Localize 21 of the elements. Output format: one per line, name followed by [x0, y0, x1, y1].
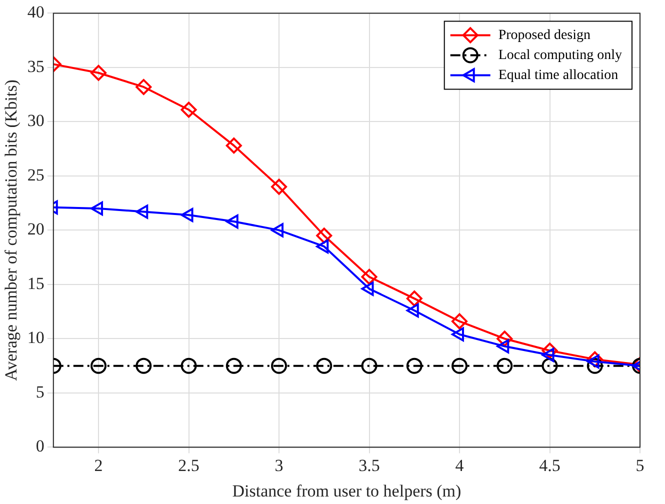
y-axis-title: Average number of computation bits (Kbits): [2, 80, 21, 381]
y-tick-label: 30: [27, 111, 44, 130]
y-tick-label: 0: [36, 436, 44, 456]
y-tick-label: 25: [27, 165, 44, 184]
x-axis-title: Distance from user to helpers (m): [232, 481, 462, 500]
legend-label: Local computing only: [498, 48, 622, 63]
x-tick-label: 2: [94, 456, 103, 475]
y-tick-label: 20: [27, 220, 44, 239]
x-tick-label: 4: [455, 456, 464, 475]
y-tick-label: 15: [27, 274, 44, 293]
x-tick-label: 2.5: [178, 456, 200, 475]
legend-label: Proposed design: [498, 28, 591, 43]
x-tick-label: 5: [636, 456, 644, 475]
legend-label: Equal time allocation: [498, 68, 618, 83]
x-tick-label: 4.5: [539, 456, 560, 475]
y-tick-label: 10: [27, 328, 44, 348]
x-tick-label: 3.5: [358, 456, 380, 475]
y-tick-label: 40: [27, 2, 44, 22]
y-tick-label: 35: [27, 56, 44, 76]
y-tick-label: 5: [36, 382, 44, 402]
x-tick-label: 3: [274, 456, 284, 475]
